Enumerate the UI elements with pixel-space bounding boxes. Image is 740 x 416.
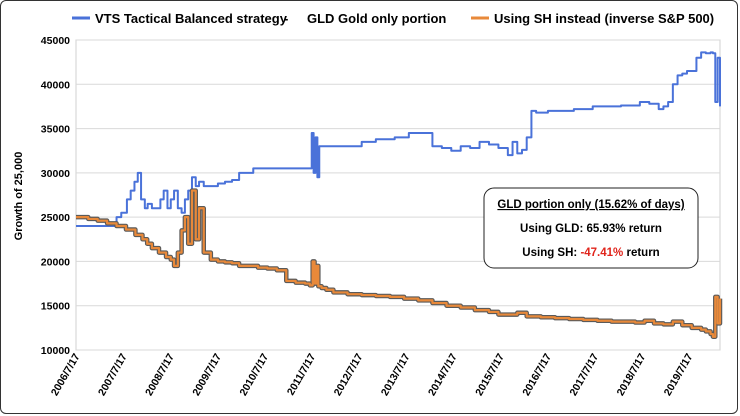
x-tick-label: 2017/7/17 bbox=[567, 351, 601, 398]
y-tick-label: 35000 bbox=[41, 124, 70, 136]
x-tick-label: 2015/7/17 bbox=[473, 351, 507, 398]
series-strategy-line bbox=[76, 51, 721, 227]
annotation-gld-line: Using GLD: 65.93% return bbox=[520, 223, 662, 235]
annotation-sh-value: -47.41% bbox=[580, 247, 623, 259]
y-tick-label: 15000 bbox=[41, 301, 70, 313]
x-axis-ticks: 2006/7/17 2007/7/17 2008/7/17 2009/7/17 2010… bbox=[49, 351, 696, 398]
y-tick-label: 30000 bbox=[41, 168, 70, 180]
x-tick-label: 2019/7/17 bbox=[662, 351, 696, 398]
annotation-gld-prefix: Using GLD: bbox=[520, 223, 586, 235]
annotation-title: GLD portion only (15.62% of days) bbox=[497, 199, 684, 211]
x-tick-label: 2006/7/17 bbox=[49, 351, 83, 398]
y-tick-label: 45000 bbox=[41, 35, 70, 47]
annotation-sh-prefix: Using SH: bbox=[522, 247, 580, 259]
annotation-sh-suffix: return bbox=[623, 247, 659, 259]
x-tick-label: 2008/7/17 bbox=[143, 351, 177, 398]
annotation-frame bbox=[483, 187, 699, 269]
x-tick-label: 2009/7/17 bbox=[190, 351, 224, 398]
annotation-gld-value: 65.93% bbox=[587, 223, 626, 235]
legend-sh-label: Using SH instead (inverse S&P 500) bbox=[494, 11, 714, 26]
legend: VTS Tactical Balanced strategy - GLD Gol… bbox=[72, 11, 714, 26]
legend-strategy-label: VTS Tactical Balanced strategy bbox=[95, 11, 288, 26]
x-tick-label: 2014/7/17 bbox=[426, 351, 460, 398]
y-tick-label: 40000 bbox=[41, 79, 70, 91]
series-sh-line bbox=[76, 189, 722, 338]
y-axis-ticks: 10000 15000 20000 25000 30000 35000 40000 45000 bbox=[41, 35, 70, 357]
legend-gld-label: GLD Gold only portion bbox=[307, 11, 446, 26]
x-tick-label: 2018/7/17 bbox=[615, 351, 649, 398]
y-tick-label: 10000 bbox=[41, 345, 70, 357]
annotation-box: GLD portion only (15.62% of days) Using … bbox=[483, 187, 699, 269]
x-tick-label: 2010/7/17 bbox=[237, 351, 271, 398]
x-tick-label: 2012/7/17 bbox=[332, 351, 366, 398]
x-tick-label: 2011/7/17 bbox=[285, 351, 319, 397]
x-tick-label: 2013/7/17 bbox=[379, 351, 413, 398]
annotation-sh-line: Using SH: -47.41% return bbox=[522, 247, 659, 259]
y-tick-label: 20000 bbox=[41, 256, 70, 268]
legend-separator: - bbox=[284, 11, 288, 26]
x-tick-label: 2007/7/17 bbox=[96, 351, 130, 398]
x-tick-label: 2016/7/17 bbox=[520, 351, 554, 398]
y-tick-label: 25000 bbox=[41, 212, 70, 224]
series-lines bbox=[76, 51, 723, 339]
y-axis-label: Growth of 25,000 bbox=[13, 152, 25, 241]
annotation-gld-suffix: return bbox=[626, 223, 662, 235]
